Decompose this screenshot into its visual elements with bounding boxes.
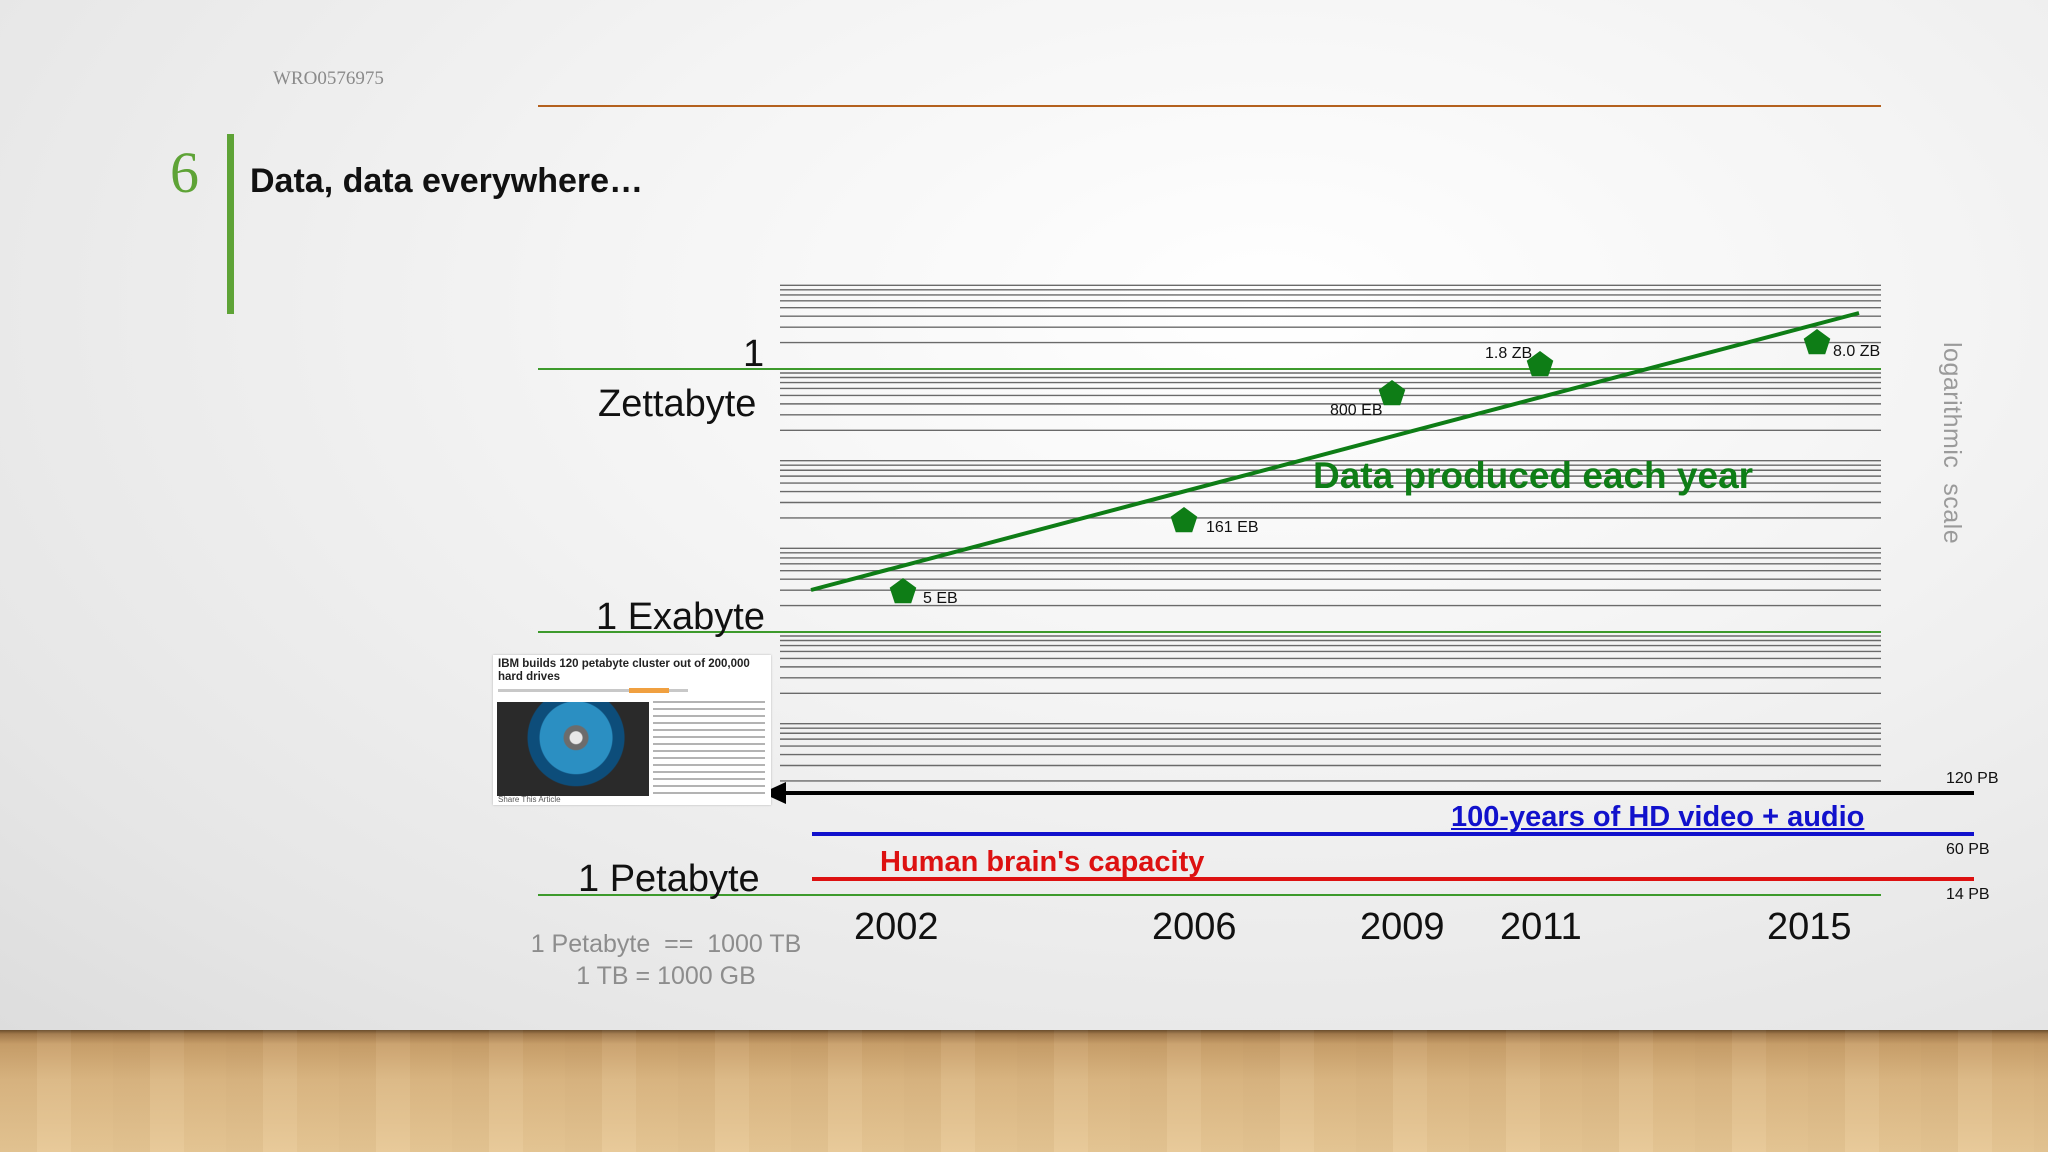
slide-number: 6 xyxy=(170,140,199,205)
x-tick-label: 2015 xyxy=(1767,906,1852,948)
unit-note-line1: 1 Petabyte == 1000 TB xyxy=(530,930,802,958)
news-share: Share This Article xyxy=(498,795,561,804)
ref-label-1: 120 PB xyxy=(1946,770,1999,787)
news-comments xyxy=(629,688,669,693)
unit-note-line2: 1 TB = 1000 GB xyxy=(576,962,756,990)
ibm-arrowhead xyxy=(762,782,786,804)
x-tick-label: 2011 xyxy=(1500,906,1582,948)
y-label-petabyte: 1 Petabyte xyxy=(578,858,760,900)
x-tick-label: 2002 xyxy=(854,906,939,948)
chart xyxy=(538,105,1974,896)
ref-label-2: 60 PB xyxy=(1946,841,1990,858)
title-accent-bar xyxy=(227,134,234,314)
slide-background xyxy=(0,0,2048,1030)
document-id: WRO0576975 xyxy=(273,68,384,89)
point-label: 161 EB xyxy=(1206,519,1259,536)
x-tick-label: 2009 xyxy=(1360,906,1445,948)
point-label: 800 EB xyxy=(1330,402,1383,419)
y-label-zettabyte-1: 1 xyxy=(743,333,765,375)
point-label: 5 EB xyxy=(923,590,958,607)
point-label: 8.0 ZB xyxy=(1833,343,1881,360)
data-point xyxy=(1526,351,1554,377)
hard-drive-image xyxy=(497,702,649,796)
gridlines xyxy=(538,105,1881,896)
data-point xyxy=(1170,507,1198,533)
ref-label-3: 14 PB xyxy=(1946,886,1990,903)
ibm-news-clipping: IBM builds 120 petabyte cluster out of 2… xyxy=(493,655,771,805)
reference-lines xyxy=(762,782,1974,881)
unit-note: 1 Petabyte == 1000 TB 1 TB = 1000 GB xyxy=(506,928,826,992)
slide-title: Data, data everywhere… xyxy=(250,162,644,200)
trendline xyxy=(810,311,1860,592)
news-headline: IBM builds 120 petabyte cluster out of 2… xyxy=(498,658,750,683)
news-byline xyxy=(498,689,688,692)
y-label-exabyte: 1 Exabyte xyxy=(596,596,765,638)
series-name: Data produced each year xyxy=(1313,455,1754,496)
news-body-text xyxy=(653,701,765,799)
data-points xyxy=(889,329,1831,604)
data-point xyxy=(889,578,917,604)
ref-name-2: 100-years of HD video + audio xyxy=(1451,801,1865,833)
ref-name-3: Human brain's capacity xyxy=(880,846,1205,878)
wood-floor xyxy=(0,1030,2048,1152)
log-scale-note: logarithmic scale xyxy=(1938,342,1966,545)
x-tick-label: 2006 xyxy=(1152,906,1237,948)
point-label: 1.8 ZB xyxy=(1485,345,1533,362)
data-point xyxy=(1378,380,1406,406)
data-point xyxy=(1803,329,1831,355)
y-label-zettabyte-2: Zettabyte xyxy=(598,383,757,425)
trendline-group xyxy=(810,311,1860,592)
